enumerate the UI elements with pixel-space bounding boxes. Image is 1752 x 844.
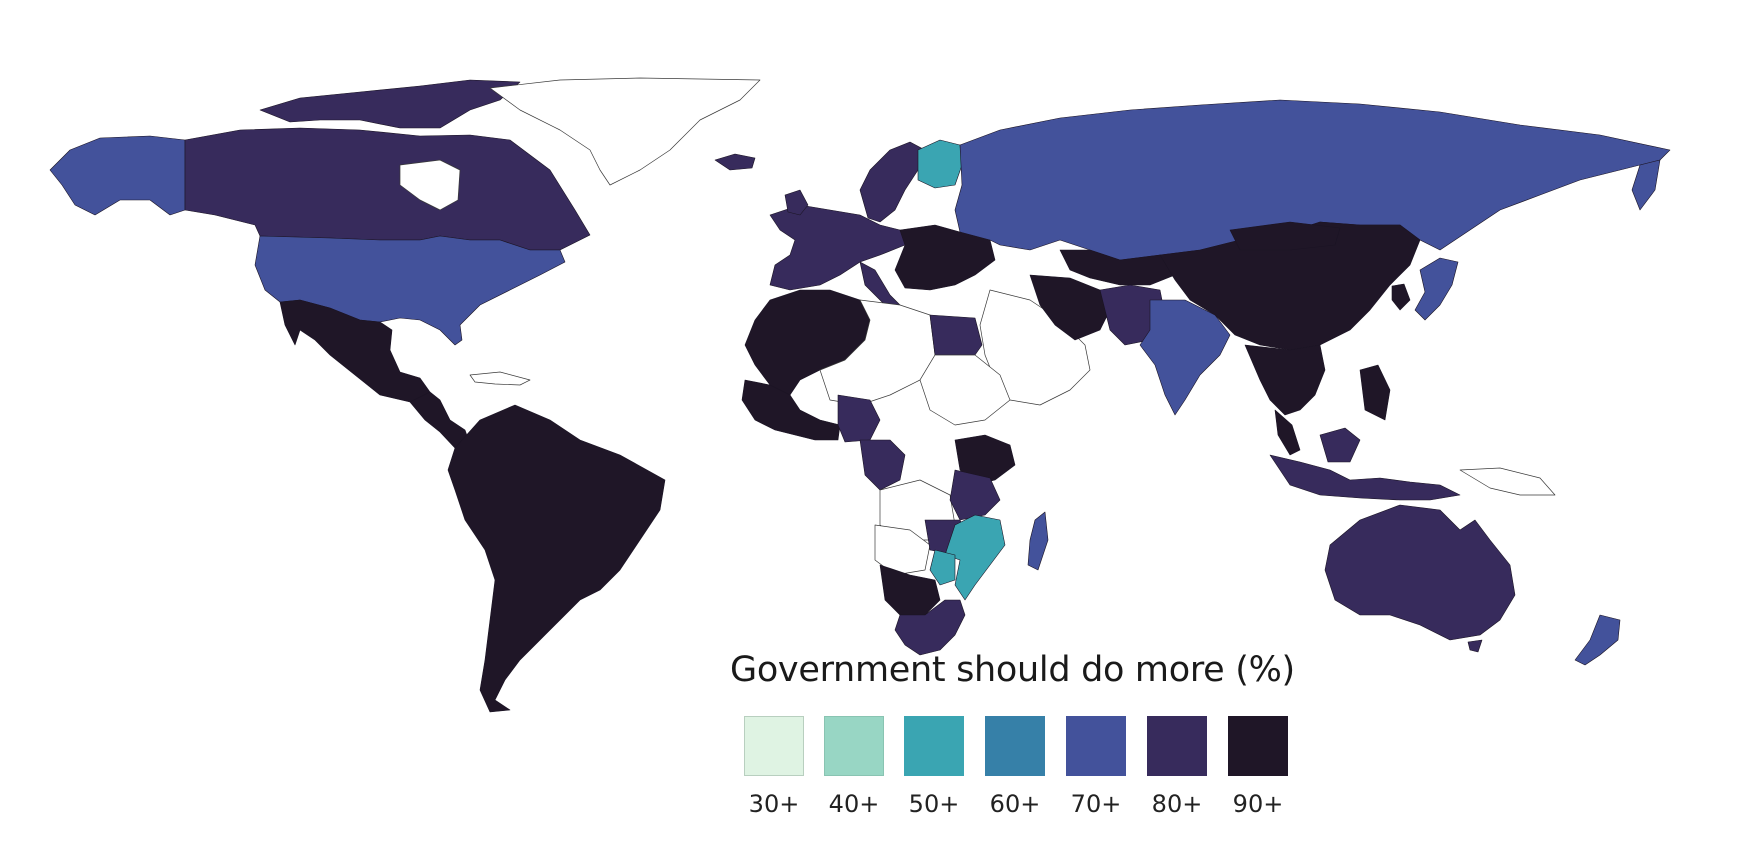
region-west-africa: [741, 379, 841, 441]
region-new-zealand: [1574, 614, 1621, 666]
region-southern-africa: [894, 599, 966, 656]
region-caribbean: [469, 371, 531, 386]
region-sudan: [919, 354, 1011, 426]
legend-label-90: 90+: [1232, 790, 1284, 818]
legend-label-40: 40+: [828, 790, 880, 818]
region-borneo: [1319, 427, 1361, 463]
region-greenland: [489, 77, 761, 186]
legend-swatch-60: [985, 716, 1045, 776]
region-egypt: [929, 314, 983, 356]
region-madagascar: [1027, 511, 1049, 571]
legend-swatch-40: [824, 716, 884, 776]
region-angola: [874, 524, 931, 576]
legend-label-50: 50+: [908, 790, 960, 818]
region-philippines: [1359, 364, 1391, 421]
region-japan: [1414, 257, 1459, 321]
legend-title: Government should do more (%): [730, 650, 1295, 690]
region-tasmania: [1467, 639, 1483, 653]
legend-swatch-90: [1228, 716, 1288, 776]
region-namibia-botswana: [879, 564, 941, 616]
region-hudson-bay: [399, 159, 461, 211]
region-central-america: [409, 391, 471, 449]
region-southeast-asia: [1244, 344, 1326, 416]
region-korea: [1391, 283, 1411, 311]
region-indonesia: [1269, 454, 1461, 501]
region-finland: [917, 139, 963, 189]
region-alaska: [49, 135, 186, 216]
region-kamchatka: [1631, 159, 1661, 211]
region-iceland: [714, 153, 756, 171]
region-mongolia: [1229, 221, 1341, 251]
region-india: [1139, 299, 1231, 416]
legend-label-80: 80+: [1151, 790, 1203, 818]
legend-label-60: 60+: [989, 790, 1041, 818]
region-canada: [184, 127, 591, 251]
region-uk: [784, 189, 809, 216]
legend-swatch-70: [1066, 716, 1126, 776]
region-central-asia: [1059, 249, 1176, 286]
region-eastern-europe: [894, 224, 996, 291]
region-nigeria: [837, 394, 881, 443]
legend-swatch-80: [1147, 716, 1207, 776]
legend-swatch-50: [904, 716, 964, 776]
region-scandinavia: [859, 141, 926, 223]
region-australia: [1324, 504, 1516, 641]
region-western-europe: [769, 204, 906, 291]
region-new-guinea: [1459, 467, 1556, 496]
legend-swatch-30: [744, 716, 804, 776]
region-zimbabwe: [929, 549, 956, 586]
region-tanzania: [949, 469, 1001, 521]
region-iran: [1029, 274, 1111, 341]
region-russia: [954, 99, 1671, 261]
region-south-america: [447, 404, 666, 713]
legend-label-30: 30+: [748, 790, 800, 818]
region-central-africa: [859, 439, 906, 491]
legend-label-70: 70+: [1070, 790, 1122, 818]
region-arctic-islands: [259, 79, 521, 129]
region-malay-peninsula: [1274, 409, 1301, 456]
